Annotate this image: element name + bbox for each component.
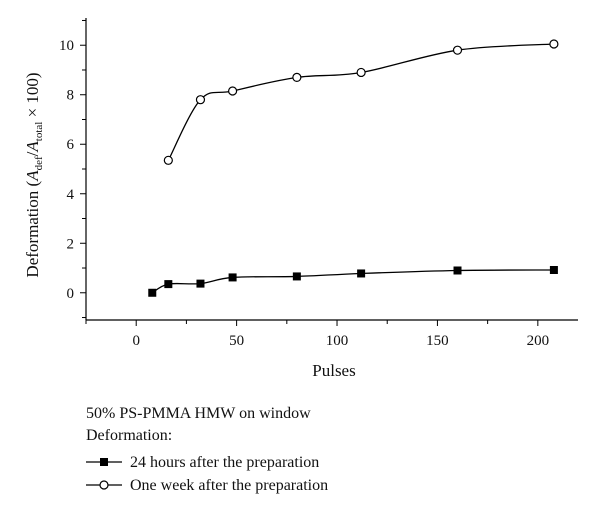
series-1-point-3: [292, 72, 302, 83]
series-1-point-5: [452, 45, 463, 55]
y-axis-label-sub1: def: [33, 156, 45, 170]
y-tick-label-10: 10: [59, 38, 74, 54]
legend-heading-line2: Deformation:: [86, 427, 172, 444]
legend-heading-line1: 50% PS-PMMA HMW on window: [86, 405, 311, 422]
y-axis-label-sub2: total: [33, 122, 45, 142]
series-1: [163, 39, 559, 165]
series-0: [148, 265, 558, 297]
y-axis-label-tail: × 100): [23, 72, 42, 121]
series-layer: [148, 39, 559, 297]
ticks: 0 50 100 150 200 0 2 4 6 8 10: [59, 19, 550, 349]
series-1-point-1: [195, 95, 206, 105]
series-1-line: [167, 43, 554, 161]
y-tick-label-0: 0: [67, 286, 75, 302]
series-0-point-1: [164, 280, 173, 289]
legend-marker-1week: [99, 480, 109, 490]
x-tick-label-50: 50: [229, 333, 244, 349]
x-tick-label-0: 0: [132, 333, 140, 349]
legend-label-1week: One week after the preparation: [130, 477, 328, 494]
x-tick-label-200: 200: [527, 333, 550, 349]
series-0-point-3: [228, 273, 237, 282]
y-axis-label: Deformation (Adef/Atotal × 100): [23, 72, 45, 277]
legend-label-24h: 24 hours after the preparation: [130, 454, 319, 471]
series-1-point-6: [549, 39, 559, 49]
series-0-line: [151, 269, 554, 294]
x-axis-label: Pulses: [312, 361, 355, 380]
series-0-point-7: [549, 265, 558, 274]
y-axis-label-slash: /: [23, 151, 42, 156]
series-1-point-2: [227, 86, 238, 96]
series-0-point-4: [292, 272, 301, 281]
legend: 50% PS-PMMA HMW on window Deformation: 2…: [86, 405, 328, 494]
y-tick-label-6: 6: [67, 137, 75, 153]
series-1-point-4: [356, 67, 366, 78]
y-axis-label-main: Deformation (: [23, 180, 42, 277]
series-0-point-0: [148, 288, 157, 297]
y-axis-label-a1: A: [23, 170, 42, 182]
x-tick-label-100: 100: [326, 333, 349, 349]
series-1-point-0: [163, 155, 173, 165]
y-tick-label-2: 2: [67, 236, 75, 252]
x-tick-label-150: 150: [426, 333, 449, 349]
y-tick-label-8: 8: [67, 88, 75, 104]
series-0-point-5: [357, 269, 366, 278]
series-0-point-2: [196, 279, 205, 288]
y-tick-label-4: 4: [67, 187, 75, 203]
y-axis-label-a2: A: [23, 141, 42, 153]
legend-marker-24h: [100, 458, 108, 466]
series-0-point-6: [453, 266, 462, 275]
